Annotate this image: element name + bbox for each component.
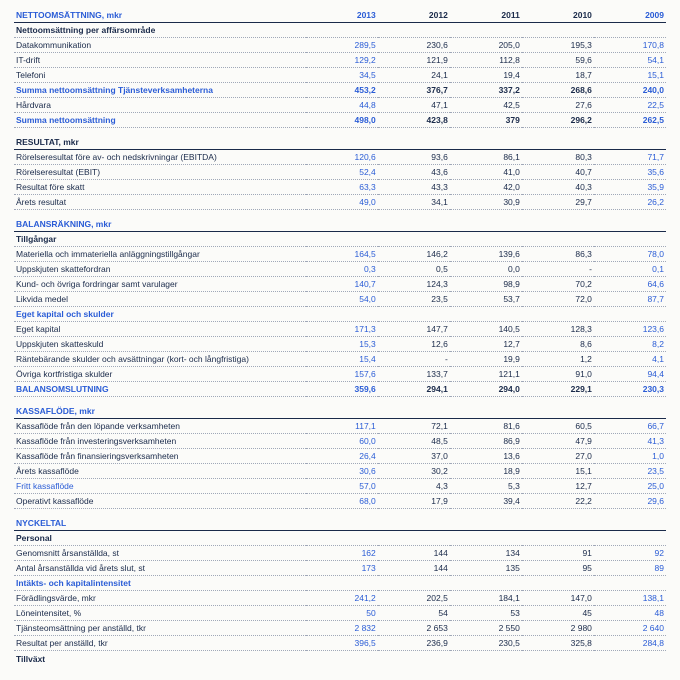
section-kassa: KASSAFLÖDE, mkr	[14, 397, 306, 419]
section-resultat: RESULTAT, mkr	[14, 128, 306, 150]
year-4: 2009	[594, 8, 666, 23]
row-label: IT-drift	[14, 53, 306, 68]
row-label: Summa nettoomsättning	[14, 113, 306, 128]
year-1: 2012	[378, 8, 450, 23]
year-3: 2010	[522, 8, 594, 23]
row-val: 170,8	[594, 38, 666, 53]
row-val: 230,6	[378, 38, 450, 53]
row-label: Summa nettoomsättning Tjänsteverksamhete…	[14, 83, 306, 98]
year-0: 2013	[306, 8, 378, 23]
financial-table: NETTOOMSÄTTNING, mkr 2013 2012 2011 2010…	[14, 8, 666, 666]
year-2: 2011	[450, 8, 522, 23]
row-label: Hårdvara	[14, 98, 306, 113]
section-netto-title: NETTOOMSÄTTNING, mkr	[14, 8, 306, 23]
section-balans: BALANSRÄKNING, mkr	[14, 210, 306, 232]
row-label: Datakommunikation	[14, 38, 306, 53]
row-label: Telefoni	[14, 68, 306, 83]
row-val: 205,0	[450, 38, 522, 53]
section-nyckel: NYCKELTAL	[14, 509, 306, 531]
row-val: 195,3	[522, 38, 594, 53]
row-val: 289,5	[306, 38, 378, 53]
netto-sub: Nettoomsättning per affärsområde	[14, 23, 306, 38]
